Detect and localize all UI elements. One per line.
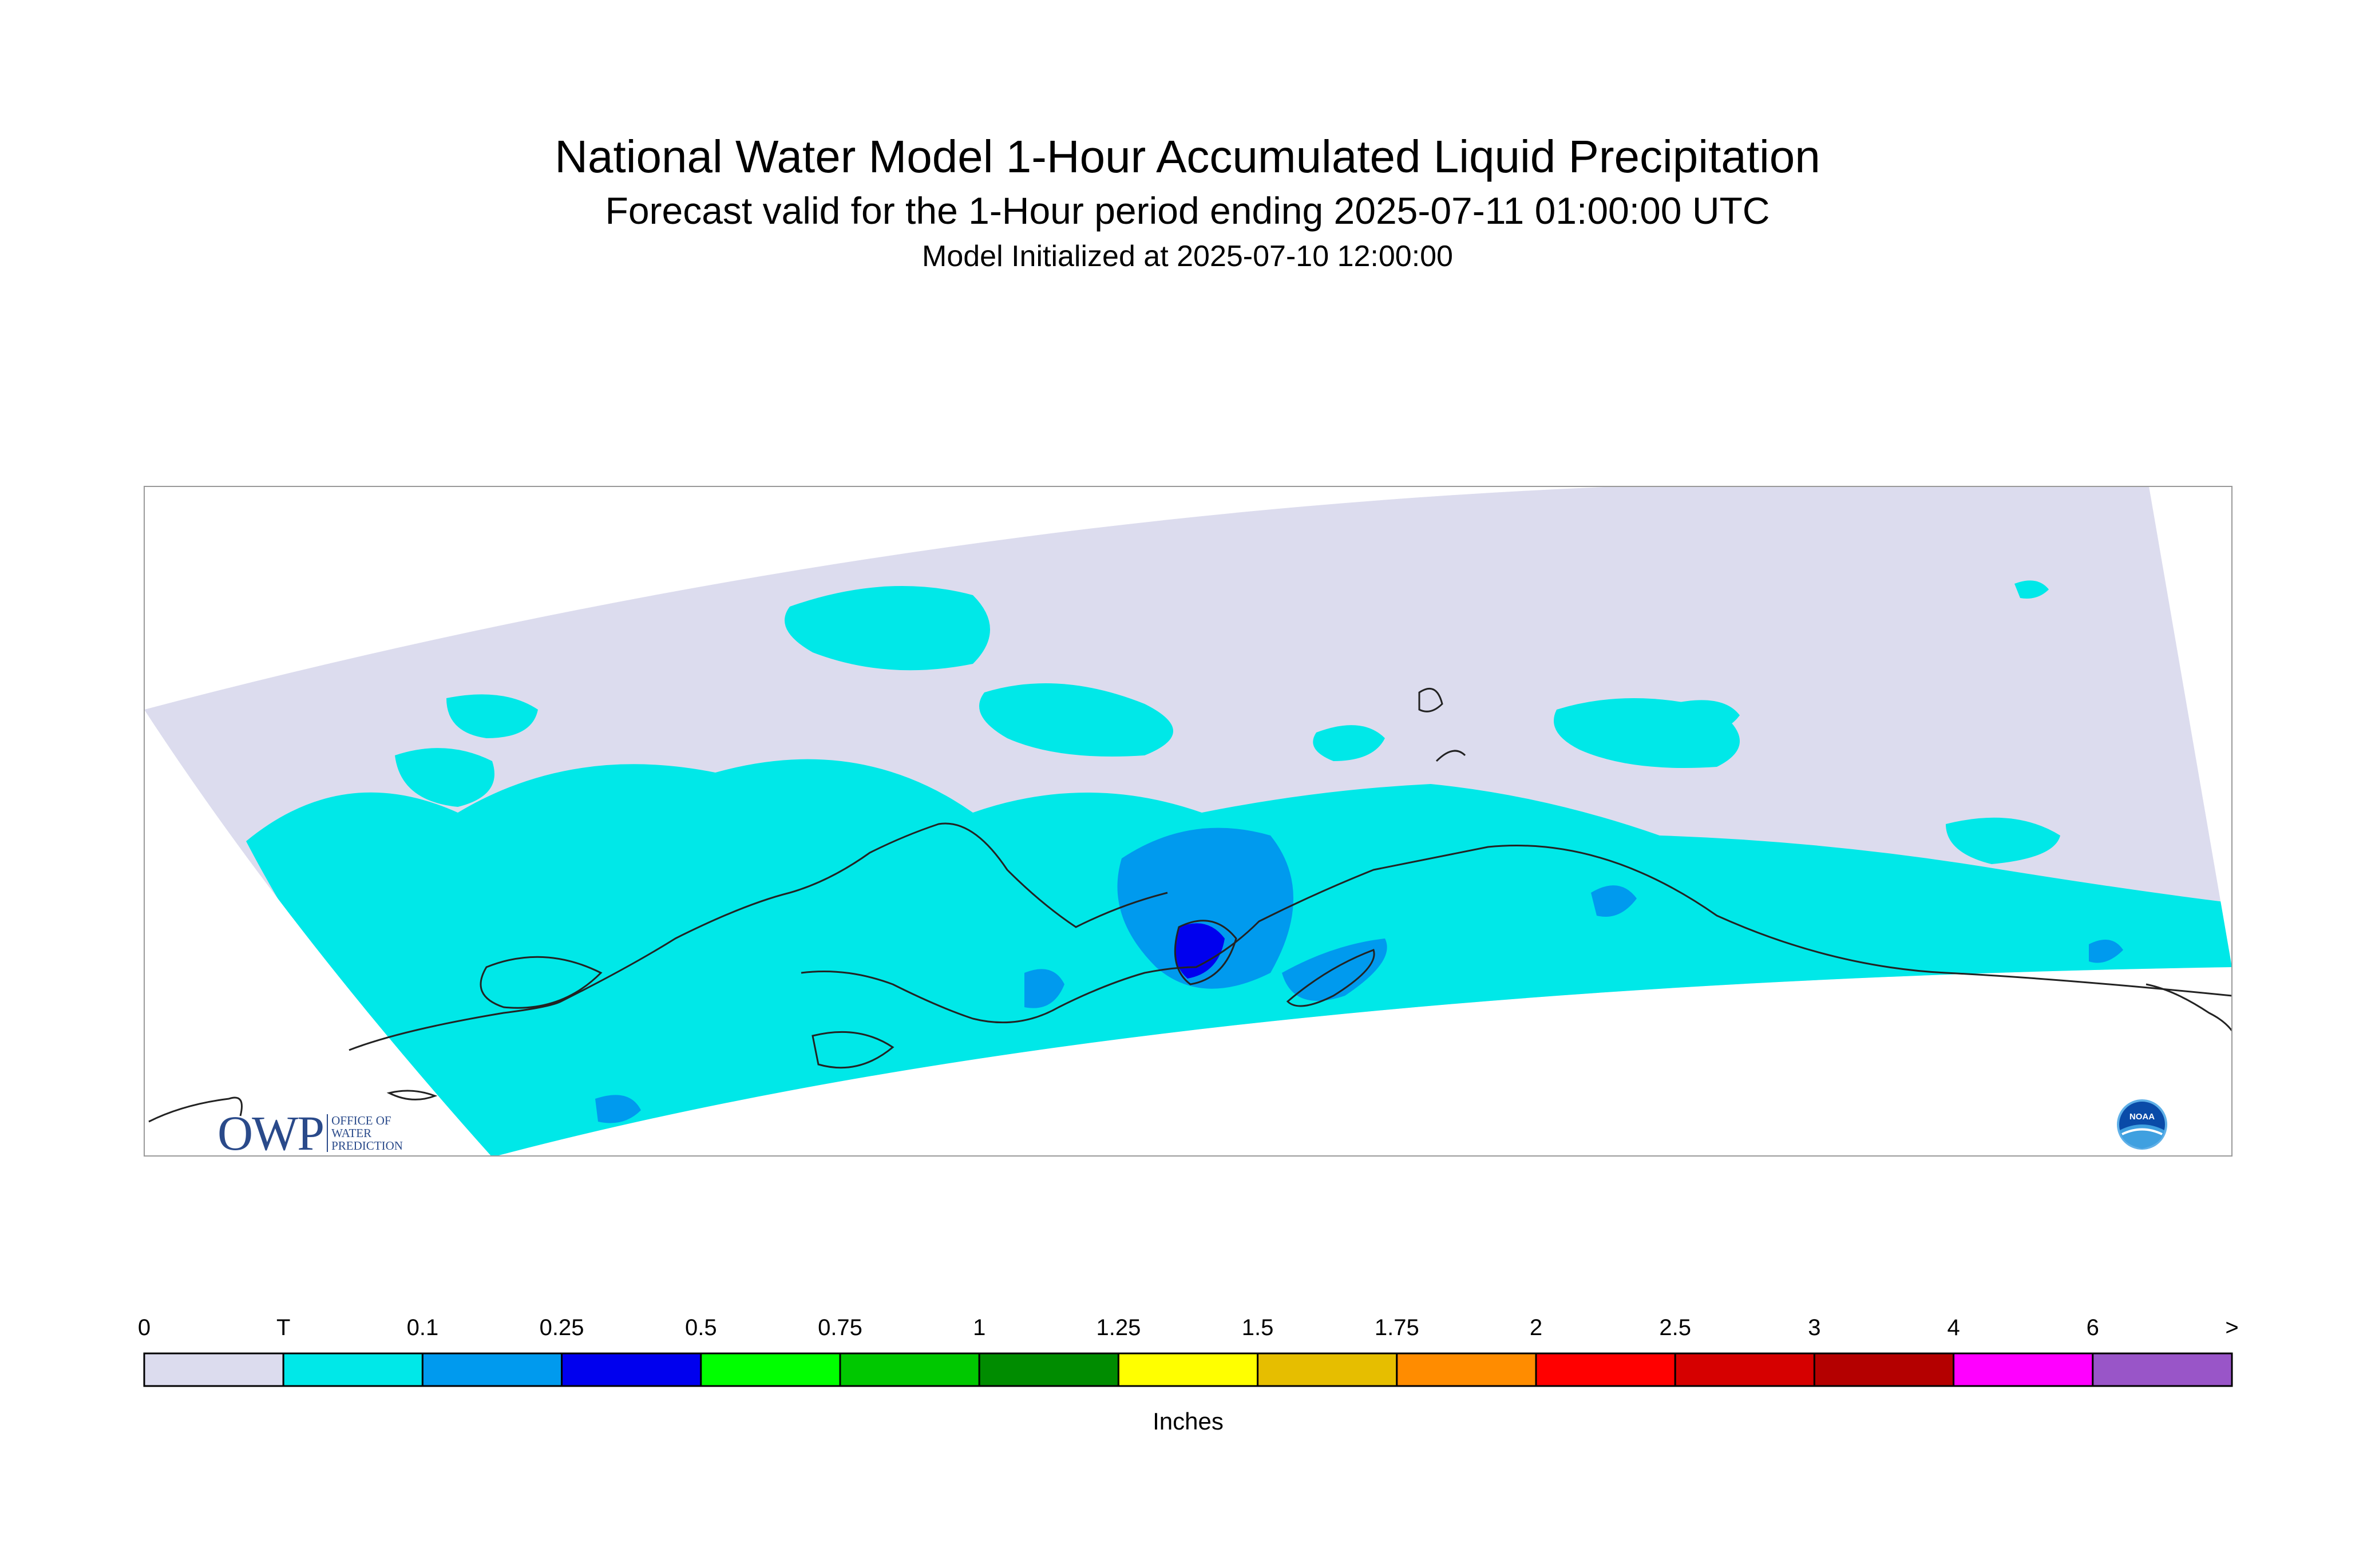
colorbar-tick-label: 0.25: [539, 1315, 584, 1340]
colorbar-tick-label: 1.75: [1374, 1315, 1419, 1340]
chart-subtitle: Forecast valid for the 1-Hour period end…: [605, 189, 1770, 232]
colorbar-swatch: [2092, 1352, 2233, 1387]
trace-region-east-3: [1671, 700, 1740, 734]
light-region-se: [2089, 940, 2123, 963]
colorbar-swatch: [1674, 1352, 1815, 1387]
colorbar: [143, 1352, 2233, 1387]
chart-title: National Water Model 1-Hour Accumulated …: [555, 131, 1820, 182]
colorbar-tick-label: >: [2225, 1315, 2239, 1340]
colorbar-tick-label: 4: [1947, 1315, 1960, 1340]
colorbar-swatch: [421, 1352, 563, 1387]
colorbar-tick-label: T: [276, 1315, 291, 1340]
colorbar-units-label: Inches: [1153, 1408, 1224, 1435]
map-frame: [144, 486, 2232, 1157]
colorbar-swatch: [561, 1352, 702, 1387]
noaa-logo-text: NOAA: [2129, 1112, 2155, 1122]
colorbar-tick-label: 1.25: [1096, 1315, 1141, 1340]
light-region-east: [1591, 885, 1637, 917]
colorbar-tick-label: 1.5: [1241, 1315, 1274, 1340]
trace-region-northeast: [2014, 580, 2049, 599]
trace-region-west-2: [446, 694, 538, 738]
precip-fields: [246, 580, 2232, 1156]
light-region-kenai: [1117, 827, 1293, 989]
trace-region-west-1: [395, 748, 494, 807]
owp-logo: OWP OFFICE OF WATER PREDICTION: [217, 1104, 403, 1162]
coastlines: [148, 687, 2232, 1123]
moderate-region: [1174, 923, 1225, 979]
colorbar-swatch: [1117, 1352, 1259, 1387]
trace-region-central: [1313, 725, 1385, 761]
owp-logo-text: OWP: [217, 1106, 324, 1161]
colorbar-tick-label: 2.5: [1659, 1315, 1691, 1340]
colorbar-swatch: [143, 1352, 284, 1387]
colorbar-tick-label: 1: [973, 1315, 986, 1340]
trace-region-east-2: [1946, 817, 2060, 864]
trace-region-north-2: [979, 683, 1173, 757]
colorbar-swatch: [1535, 1352, 1676, 1387]
light-region-sw: [595, 1095, 641, 1123]
light-region-west: [1024, 969, 1064, 1008]
noaa-logo-icon: NOAA: [2117, 1099, 2167, 1150]
colorbar-tick-label: 6: [2086, 1315, 2099, 1340]
colorbar-tick-label: 3: [1808, 1315, 1821, 1340]
colorbar-swatch: [282, 1352, 423, 1387]
owp-logo-subtext: OFFICE OF WATER PREDICTION: [327, 1114, 403, 1152]
model-init-label: Model Initialized at 2025-07-10 12:00:00: [922, 240, 1453, 273]
colorbar-tick-label: 0.5: [684, 1315, 717, 1340]
colorbar-swatch: [1396, 1352, 1537, 1387]
colorbar-tick-label: 0.75: [818, 1315, 862, 1340]
colorbar-tick-label: 0.1: [406, 1315, 439, 1340]
colorbar-swatch: [700, 1352, 841, 1387]
colorbar-swatch: [1953, 1352, 2094, 1387]
colorbar-swatch: [1257, 1352, 1398, 1387]
colorbar-tick-label: 2: [1529, 1315, 1543, 1340]
colorbar-swatch: [978, 1352, 1119, 1387]
trace-region-north-1: [785, 586, 990, 671]
colorbar-swatch: [839, 1352, 980, 1387]
colorbar-tick-label: 0: [137, 1315, 151, 1340]
colorbar-swatch: [1813, 1352, 1955, 1387]
